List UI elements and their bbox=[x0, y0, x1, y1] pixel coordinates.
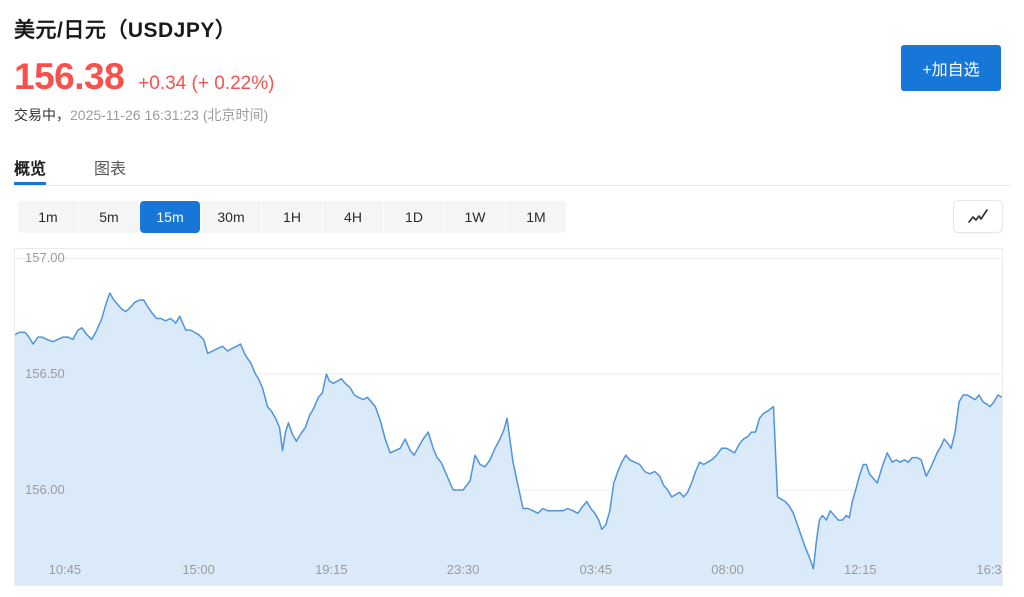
tab-overview[interactable]: 概览 bbox=[14, 149, 47, 185]
x-axis-label: 23:30 bbox=[446, 562, 480, 577]
interval-15m[interactable]: 15m bbox=[140, 201, 200, 233]
interval-1h[interactable]: 1H bbox=[262, 201, 322, 233]
interval-1w[interactable]: 1W bbox=[445, 201, 505, 233]
price-chart[interactable]: 157.00 156.50 156.00 10:45 15:00 19:15 23:30 03… bbox=[14, 248, 1003, 586]
price-chart-svg bbox=[15, 257, 1002, 585]
x-axis-label: 03:45 bbox=[579, 562, 613, 577]
x-axis-label: 12:15 bbox=[844, 562, 877, 577]
quote-timestamp: 2025-11-26 16:31:23 (北京时间) bbox=[70, 107, 269, 123]
x-axis-label: 08:00 bbox=[711, 562, 744, 577]
interval-1m-month[interactable]: 1M bbox=[506, 201, 566, 233]
x-axis-label: 15:00 bbox=[182, 562, 215, 577]
line-chart-icon bbox=[966, 208, 990, 226]
chart-type-button[interactable] bbox=[953, 200, 1003, 233]
add-watchlist-button[interactable]: +加自选 bbox=[901, 45, 1001, 91]
x-axis-label: 16:3 bbox=[976, 562, 1002, 577]
x-axis-label: 10:45 bbox=[48, 562, 82, 577]
price-change: +0.34 (+ 0.22%) bbox=[138, 73, 275, 94]
price-row: 156.38 +0.34 (+ 0.22%) bbox=[14, 56, 274, 98]
interval-30m[interactable]: 30m bbox=[201, 201, 261, 233]
page-title: 美元/日元（USDJPY） bbox=[14, 19, 237, 42]
x-axis-label: 19:15 bbox=[315, 562, 348, 577]
y-axis-label: 156.50 bbox=[25, 366, 65, 382]
interval-5m[interactable]: 5m bbox=[79, 201, 139, 233]
y-axis-label: 156.00 bbox=[25, 481, 65, 497]
y-axis-label: 157.00 bbox=[25, 250, 65, 266]
last-price: 156.38 bbox=[14, 56, 125, 97]
interval-1d[interactable]: 1D bbox=[384, 201, 444, 233]
trading-status: 交易中，2025-11-26 16:31:23 (北京时间) bbox=[14, 105, 268, 125]
tab-chart[interactable]: 图表 bbox=[94, 161, 127, 178]
trading-status-label: 交易中， bbox=[14, 107, 70, 123]
interval-1m[interactable]: 1m bbox=[18, 201, 78, 233]
interval-selector: 1m 5m 15m 30m 1H 4H 1D 1W 1M bbox=[18, 201, 566, 233]
tab-bar: 概览 图表 bbox=[14, 149, 1010, 186]
interval-4h[interactable]: 4H bbox=[323, 201, 383, 233]
